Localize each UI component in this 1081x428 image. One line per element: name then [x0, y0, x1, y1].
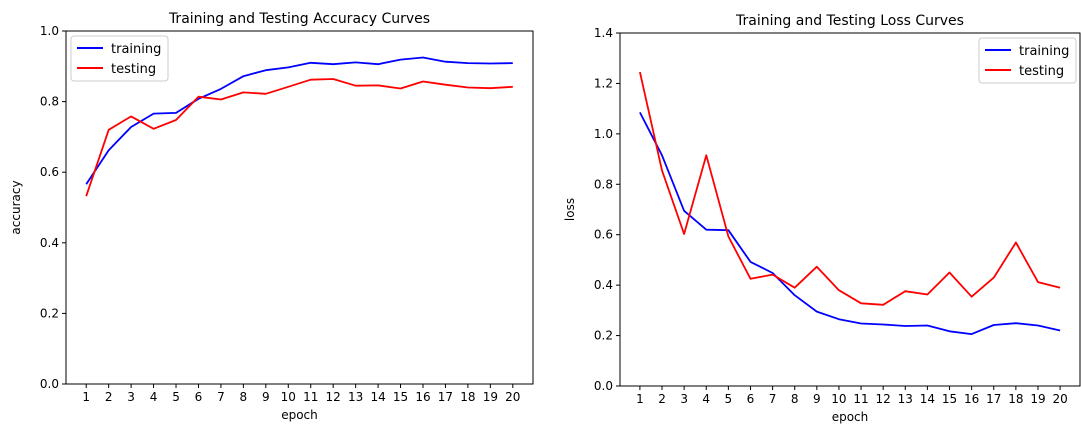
- x-tick-label: 4: [150, 390, 158, 404]
- x-tick-label: 12: [876, 392, 891, 406]
- y-tick-label: 0.4: [594, 278, 613, 292]
- x-tick-label: 14: [920, 392, 935, 406]
- y-tick-label: 0.8: [40, 95, 59, 109]
- series-line-testing: [639, 71, 1061, 306]
- y-tick-label: 1.2: [594, 76, 613, 90]
- legend-label-testing: testing: [1019, 64, 1064, 79]
- x-tick-label: 8: [240, 390, 248, 404]
- y-tick-label: 0.2: [40, 306, 59, 320]
- x-tick-label: 12: [326, 390, 341, 404]
- chart-title: Training and Testing Loss Curves: [735, 13, 964, 29]
- x-tick-label: 19: [1030, 392, 1045, 406]
- x-tick-label: 15: [942, 392, 957, 406]
- x-tick-label: 6: [195, 390, 203, 404]
- x-tick-label: 9: [262, 390, 270, 404]
- plot-frame: [65, 30, 534, 385]
- chart-title: Training and Testing Accuracy Curves: [168, 11, 430, 27]
- x-tick-label: 19: [483, 390, 498, 404]
- x-tick-label: 18: [460, 390, 475, 404]
- x-tick-label: 5: [725, 392, 733, 406]
- y-tick-label: 0.2: [594, 329, 613, 343]
- x-tick-label: 16: [415, 390, 430, 404]
- x-tick-label: 7: [217, 390, 225, 404]
- x-tick-label: 6: [747, 392, 755, 406]
- x-tick-label: 7: [769, 392, 777, 406]
- series-line-training: [85, 56, 513, 185]
- y-tick-label: 0.8: [594, 177, 613, 191]
- series-line-training: [639, 111, 1061, 336]
- x-tick-label: 20: [1052, 392, 1067, 406]
- x-tick-label: 16: [964, 392, 979, 406]
- legend-label-testing: testing: [111, 62, 156, 77]
- x-axis-label: epoch: [832, 410, 869, 424]
- y-axis-label: accuracy: [9, 180, 23, 234]
- x-tick-label: 14: [370, 390, 385, 404]
- y-tick-label: 1.0: [40, 24, 59, 38]
- x-tick-label: 11: [303, 390, 318, 404]
- y-axis-label: loss: [563, 198, 577, 221]
- y-tick-label: 1.4: [594, 26, 613, 40]
- x-tick-label: 1: [636, 392, 644, 406]
- x-tick-label: 3: [680, 392, 688, 406]
- y-tick-label: 0.4: [40, 236, 59, 250]
- x-tick-label: 20: [505, 390, 520, 404]
- x-tick-label: 13: [348, 390, 363, 404]
- x-tick-label: 2: [658, 392, 666, 406]
- y-tick-label: 0.6: [594, 228, 613, 242]
- y-tick-label: 0.0: [40, 377, 59, 391]
- x-axis-label: epoch: [281, 408, 318, 422]
- x-tick-label: 10: [831, 392, 846, 406]
- x-tick-label: 17: [438, 390, 453, 404]
- plot-frame: [619, 32, 1081, 387]
- legend-label-training: training: [1019, 44, 1069, 59]
- x-tick-label: 15: [393, 390, 408, 404]
- x-tick-label: 11: [853, 392, 868, 406]
- x-tick-label: 13: [898, 392, 913, 406]
- x-tick-label: 2: [105, 390, 113, 404]
- x-tick-label: 3: [127, 390, 135, 404]
- x-tick-label: 4: [702, 392, 710, 406]
- x-tick-label: 17: [986, 392, 1001, 406]
- x-tick-label: 8: [791, 392, 799, 406]
- x-tick-label: 5: [172, 390, 180, 404]
- legend-label-training: training: [111, 42, 161, 57]
- series-line-testing: [85, 78, 513, 197]
- x-tick-label: 1: [82, 390, 90, 404]
- y-tick-label: 0.6: [40, 165, 59, 179]
- y-tick-label: 0.0: [594, 379, 613, 393]
- y-tick-label: 1.0: [594, 127, 613, 141]
- x-tick-label: 9: [813, 392, 821, 406]
- x-tick-label: 18: [1008, 392, 1023, 406]
- x-tick-label: 10: [281, 390, 296, 404]
